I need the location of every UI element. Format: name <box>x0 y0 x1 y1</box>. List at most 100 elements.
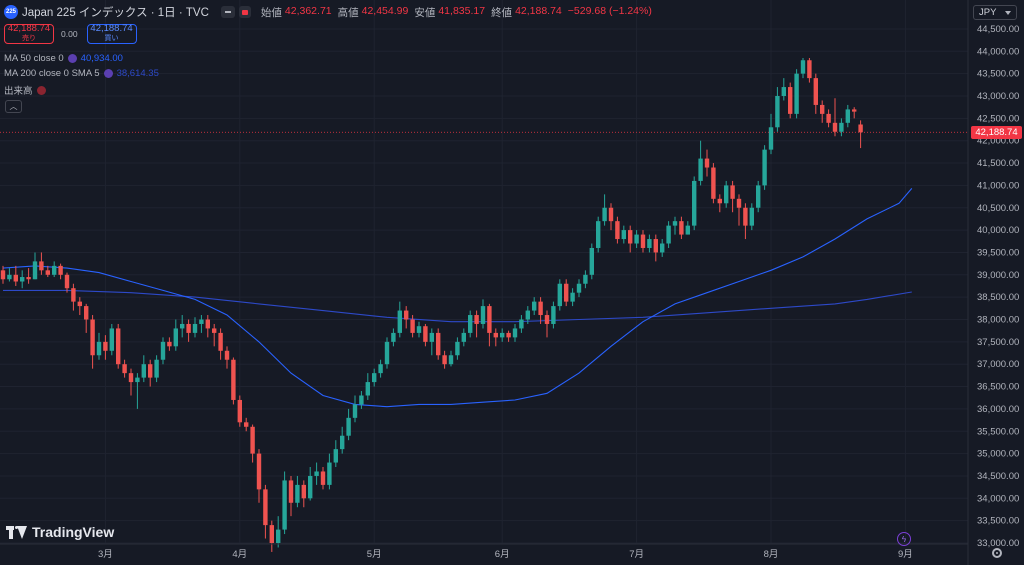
buy-label: 買い <box>104 35 119 42</box>
candle <box>391 328 396 347</box>
price-axis[interactable]: 33,000.00 33,500.00 34,000.00 34,500.00 35,0… <box>977 24 1019 549</box>
candle <box>692 176 697 231</box>
candle <box>596 216 601 253</box>
candle-body <box>762 149 767 186</box>
indicator-volume[interactable]: 出来高 <box>4 83 46 97</box>
candle <box>487 303 492 347</box>
candle-body <box>525 310 530 320</box>
candle-body <box>448 355 454 365</box>
candle-body <box>154 359 159 378</box>
candle-body <box>308 475 313 499</box>
tradingview-logo[interactable]: TradingView <box>6 524 114 540</box>
chart-header: 225 Japan 225 インデックス · 1日 · TVC 始値 42,362… <box>4 4 655 20</box>
candle <box>794 69 799 119</box>
warning-icon[interactable] <box>36 85 46 95</box>
indicator-ma50[interactable]: MA 50 close 0 40,934.00 <box>4 53 123 64</box>
candle <box>698 140 703 186</box>
chart-title[interactable]: Japan 225 インデックス · 1日 · TVC <box>22 7 209 19</box>
candle-body <box>327 462 332 485</box>
candle-body <box>32 261 38 280</box>
candle <box>666 221 671 248</box>
candle-body <box>698 158 703 181</box>
candle-body <box>103 341 108 351</box>
candle <box>352 395 358 423</box>
color-swatch-icon[interactable] <box>238 6 251 18</box>
candle <box>52 261 57 278</box>
candle <box>160 337 166 365</box>
candle-body <box>442 355 447 365</box>
candle-body <box>212 328 217 333</box>
indicator-settings-icon[interactable] <box>67 54 77 63</box>
buy-button[interactable]: 42,188.74 買い <box>86 23 137 44</box>
hide-icon[interactable] <box>220 6 235 18</box>
candle <box>365 373 370 400</box>
candle <box>327 453 332 490</box>
candle-body <box>583 274 588 284</box>
time-tick-label: 5月 <box>367 549 382 560</box>
price-tick-label: 40,500.00 <box>977 203 1019 214</box>
buy-price: 42,188.74 <box>90 23 133 34</box>
flash-icon[interactable]: ϟ <box>897 532 911 546</box>
candle <box>186 319 191 342</box>
candle-body <box>84 306 89 320</box>
candle <box>167 337 172 351</box>
currency-select[interactable]: JPY <box>973 5 1017 20</box>
candle-body <box>26 277 31 280</box>
candle-body <box>256 453 262 490</box>
candle-body <box>128 373 134 383</box>
time-axis[interactable]: 3月 4月 5月 6月 7月 8月 9月 <box>98 549 913 560</box>
candle-body <box>621 230 626 240</box>
gear-icon[interactable] <box>992 548 1002 558</box>
candle-body <box>64 274 70 289</box>
candle-body <box>692 180 697 226</box>
candle <box>320 467 326 490</box>
candle-body <box>39 261 44 271</box>
candle <box>148 359 153 387</box>
candle-body <box>730 185 735 199</box>
candle <box>474 310 479 338</box>
logo-text: TradingView <box>32 524 115 540</box>
candle <box>500 328 505 342</box>
candle <box>442 350 447 369</box>
candle <box>77 297 82 316</box>
candle <box>788 82 793 119</box>
change-value: −529.68 (−1.24%) <box>567 4 652 17</box>
candle-body <box>743 207 748 226</box>
candle <box>71 283 76 311</box>
trade-panel: 42,188.74 売り 0.00 42,188.74 買い <box>4 24 137 44</box>
candle-body <box>557 283 562 307</box>
candle <box>685 221 690 235</box>
volume-label: 出来高 <box>4 86 33 97</box>
chevron-up-icon[interactable]: ︿ <box>5 100 22 113</box>
candle <box>839 118 844 137</box>
candle <box>640 230 646 253</box>
candle <box>551 301 556 329</box>
candle-body <box>749 207 754 226</box>
candle-body <box>378 364 383 374</box>
indicator-settings-icon[interactable] <box>103 69 113 78</box>
candle-body <box>109 328 114 351</box>
indicator-ma200[interactable]: MA 200 close 0 SMA 5 38,614.35 <box>4 68 159 79</box>
candle-body <box>186 323 191 333</box>
time-tick-label: 4月 <box>232 549 247 560</box>
candle-body <box>180 323 185 329</box>
candle <box>781 78 786 101</box>
candle <box>96 332 102 360</box>
close-label: 終値 <box>491 6 513 19</box>
candle <box>736 194 742 226</box>
sell-button[interactable]: 42,188.74 売り <box>4 24 54 44</box>
candle-body <box>352 404 358 418</box>
candle-body <box>704 158 710 168</box>
candle <box>288 475 294 517</box>
candle-body <box>813 78 818 105</box>
candle-body <box>71 288 76 302</box>
candle <box>717 194 722 213</box>
candle <box>807 58 812 83</box>
candle <box>122 359 127 378</box>
symbol-icon: 225 <box>4 5 18 19</box>
open-label: 始値 <box>260 6 282 19</box>
ma200-value: 38,614.35 <box>116 68 159 79</box>
candle-body <box>628 230 633 244</box>
candle <box>58 263 63 280</box>
